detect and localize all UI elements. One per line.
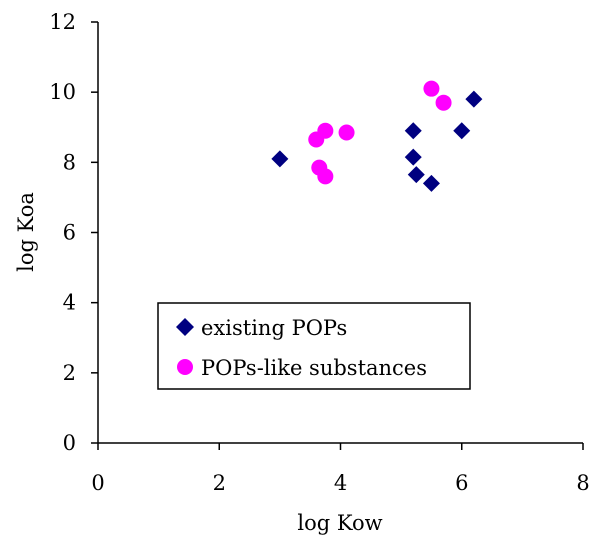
existing-pops-point (422, 174, 440, 192)
x-tick-label: 0 (91, 471, 104, 495)
legend-marker-existing-pops (176, 318, 194, 336)
existing-pops-point (271, 150, 289, 168)
pops-like-point (317, 122, 334, 139)
existing-pops-point (407, 166, 425, 184)
x-axis-title: log Kow (297, 511, 382, 535)
y-tick-label: 6 (63, 221, 76, 245)
y-tick-label: 12 (49, 10, 76, 34)
y-tick-label: 2 (63, 361, 76, 385)
legend-label-pops-like: POPs-like substances (201, 356, 427, 380)
existing-pops-point (465, 90, 483, 108)
existing-pops-point (453, 122, 471, 140)
existing-pops-point (404, 122, 422, 140)
x-axis-ticks: 0 2 4 6 8 (91, 443, 590, 495)
pops-like-point (435, 94, 452, 111)
legend-marker-pops-like (177, 359, 193, 375)
pops-like-point (423, 80, 440, 97)
y-tick-label: 10 (49, 80, 76, 104)
y-tick-label: 4 (63, 291, 76, 315)
x-tick-label: 2 (213, 471, 226, 495)
data-points (271, 80, 483, 192)
pops-like-point (338, 124, 355, 141)
y-tick-label: 8 (63, 150, 76, 174)
legend-box (157, 302, 471, 390)
x-tick-label: 6 (455, 471, 468, 495)
x-tick-label: 8 (576, 471, 589, 495)
legend: existing POPs POPs-like substances (157, 302, 471, 390)
y-tick-label: 0 (63, 431, 76, 455)
legend-label-existing-pops: existing POPs (201, 316, 347, 340)
x-tick-label: 4 (334, 471, 347, 495)
y-axis-ticks: 0 2 4 6 8 10 12 (49, 10, 98, 455)
pops-like-point (317, 168, 334, 185)
y-axis-title: log Koa (14, 192, 38, 272)
existing-pops-point (404, 148, 422, 166)
